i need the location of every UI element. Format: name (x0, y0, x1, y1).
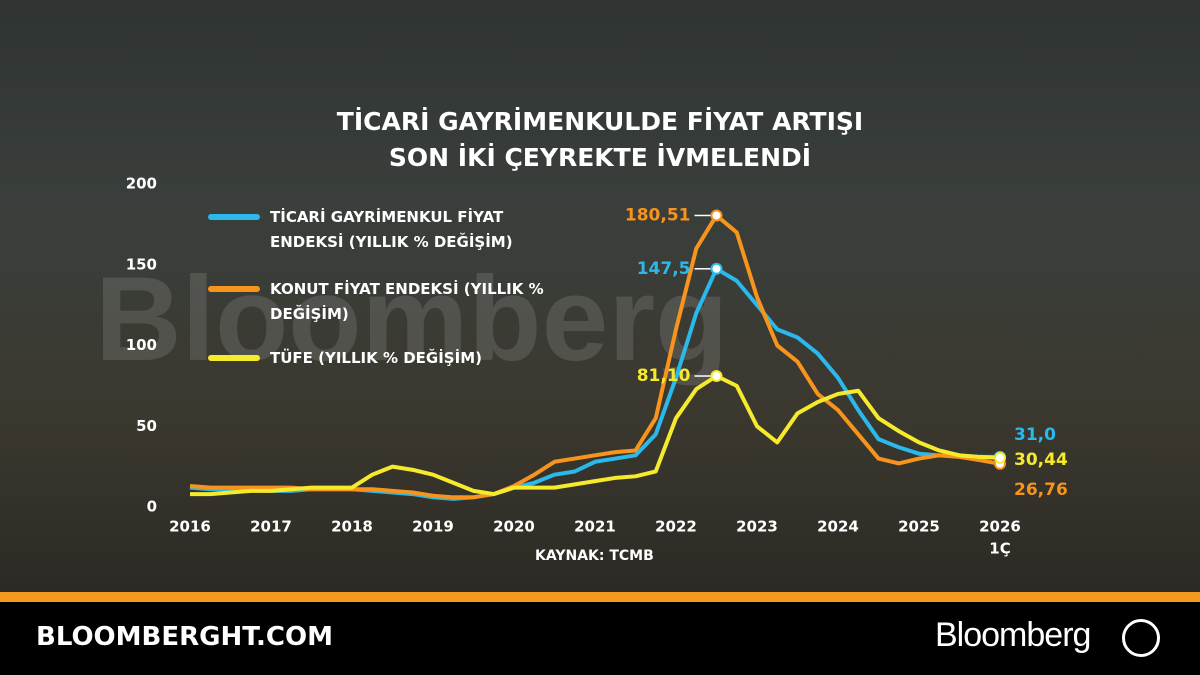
watermark: Bloomberg (95, 252, 729, 386)
legend-entry: TİCARİ GAYRİMENKUL FİYAT ENDEKSİ (YILLIK… (208, 205, 545, 255)
legend-swatch (208, 214, 260, 220)
x-tick-label: 2021 (574, 518, 616, 536)
data-label: 147,5 (637, 259, 691, 279)
x-tick-label: 2022 (655, 518, 697, 536)
y-tick-label: 200 (126, 175, 157, 193)
x-tick-label: 2019 (412, 518, 454, 536)
legend-label: TİCARİ GAYRİMENKUL FİYAT ENDEKSİ (YILLIK… (270, 208, 513, 251)
x-tick-label: 2017 (250, 518, 292, 536)
point-marker (994, 451, 1006, 464)
chart-title: TİCARİ GAYRİMENKULDE FİYAT ARTIŞI SON İK… (336, 107, 864, 172)
x-tick-label: 2026 (979, 518, 1021, 536)
y-tick-label: 150 (126, 255, 157, 273)
x-sublabel: 1Ç (989, 540, 1010, 558)
x-tick-label: 2025 (898, 518, 940, 536)
x-tick-label: 2023 (736, 518, 778, 536)
data-label: 180,51 (625, 205, 691, 225)
footer-brand: Bloomberg (935, 616, 1091, 654)
data-label: 31,0 (1014, 425, 1056, 445)
legend-label: KONUT FİYAT ENDEKSİ (YILLIK % DEĞİŞİM) (270, 280, 544, 323)
y-tick-label: 0 (147, 498, 157, 516)
point-marker (710, 370, 723, 383)
point-marker (710, 262, 723, 275)
y-tick-label: 100 (126, 336, 157, 354)
x-tick-label: 2018 (331, 518, 373, 536)
y-tick-label: 50 (136, 417, 157, 435)
footer-site: BLOOMBERGHT.COM (36, 622, 333, 652)
point-marker (710, 209, 723, 222)
legend-entry: KONUT FİYAT ENDEKSİ (YILLIK % DEĞİŞİM) (208, 277, 545, 327)
x-tick-label: 2024 (817, 518, 859, 536)
data-label: 30,44 (1014, 450, 1068, 470)
logo (1122, 619, 1160, 657)
legend-entry: TÜFE (YILLIK % DEĞİŞİM) (208, 346, 545, 371)
legend-swatch (208, 355, 260, 361)
chart: 0 50 100 150 200 2016 2017 2018 2019 2020 2021 2022… (126, 175, 1068, 558)
x-tick-label: 2016 (169, 518, 211, 536)
data-label: 26,76 (1014, 480, 1068, 500)
stripe (0, 592, 1200, 602)
data-label: 81,10 (637, 366, 691, 386)
legend-swatch (208, 286, 260, 292)
legend-label: TÜFE (YILLIK % DEĞİŞİM) (270, 349, 482, 367)
x-tick-label: 2020 (493, 518, 535, 536)
series-line (190, 374, 1001, 497)
source: KAYNAK: TCMB (535, 548, 654, 564)
